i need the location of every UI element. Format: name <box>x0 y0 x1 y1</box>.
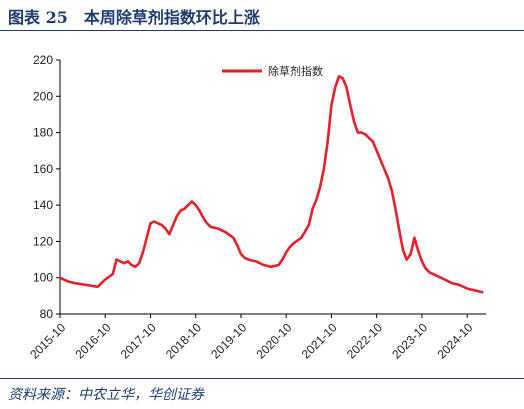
x-tick-label: 2020-10 <box>253 320 294 361</box>
x-tick-label: 2017-10 <box>118 320 159 361</box>
legend-label: 除草剂指数 <box>268 64 323 78</box>
title-rule <box>0 30 524 31</box>
x-tick-label: 2016-10 <box>73 320 114 361</box>
x-tick-label: 2018-10 <box>163 320 204 361</box>
y-tick-label: 100 <box>33 271 53 285</box>
y-tick-label: 180 <box>33 126 53 140</box>
x-tick-label: 2023-10 <box>389 320 430 361</box>
x-tick-label: 2022-10 <box>344 320 385 361</box>
x-tick-label: 2024-10 <box>434 320 475 361</box>
series-group <box>58 75 484 294</box>
source-note: 资料来源：中农立华，华创证券 <box>8 387 204 403</box>
x-tick-label: 2019-10 <box>208 320 249 361</box>
x-tick-label: 2015-10 <box>27 320 68 361</box>
y-tick-label: 140 <box>33 198 53 212</box>
y-axis-ticks: 80 100 120 140 160 180 200 220 <box>33 53 60 321</box>
figure-title: 图表 25 本周除草剂指数环比上涨 <box>8 8 260 27</box>
y-tick-label: 160 <box>33 162 53 176</box>
y-tick-label: 220 <box>33 53 53 67</box>
x-tick-label: 2021-10 <box>299 320 340 361</box>
chart-legend: 除草剂指数 <box>222 64 323 78</box>
chart-axes <box>59 60 486 315</box>
y-tick-label: 120 <box>33 234 53 248</box>
x-axis-ticks: 2015-10 2016-10 2017-10 2018-10 2019-10 2020-… <box>27 314 476 361</box>
y-tick-label: 200 <box>33 89 53 103</box>
source-rule <box>0 378 524 379</box>
y-tick-label: 80 <box>40 307 54 321</box>
series-line <box>58 75 484 294</box>
